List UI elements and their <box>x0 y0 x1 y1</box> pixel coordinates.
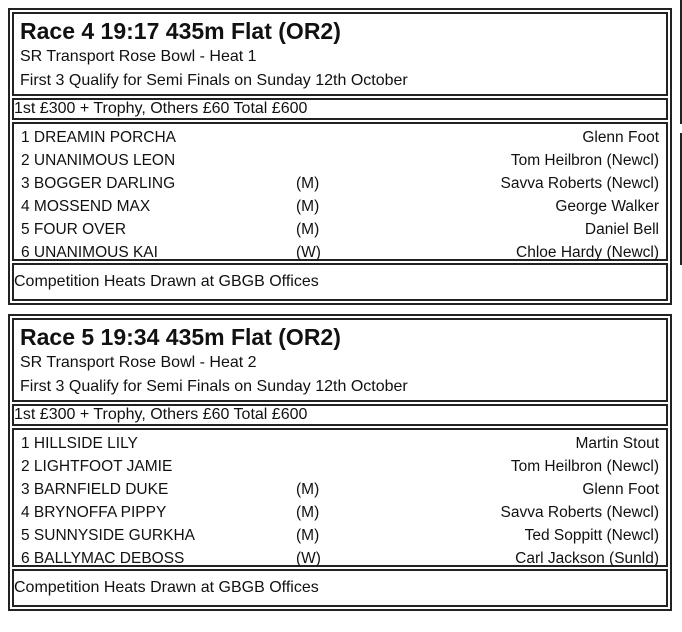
race-header: Race 4 19:17 435m Flat (OR2) SR Transpor… <box>12 12 668 96</box>
runner-tag: (M) <box>296 481 320 498</box>
runner-tag: (M) <box>296 504 320 521</box>
race-card: Race 4 19:17 435m Flat (OR2) SR Transpor… <box>8 8 672 305</box>
race-title: Race 5 19:34 435m Flat (OR2) <box>20 324 341 350</box>
runner-row: 4 MOSSEND MAX (M) George Walker <box>14 195 666 218</box>
runner-name: 5 SUNNYSIDE GURKHA <box>21 527 195 544</box>
runner-name: 6 UNANIMOUS KAI <box>21 244 158 261</box>
race-footer: Competition Heats Drawn at GBGB Offices <box>12 569 668 607</box>
runner-row: 6 UNANIMOUS KAI (W) Chloe Hardy (Newcl) <box>14 241 666 264</box>
runner-trainer: Savva Roberts (Newcl) <box>500 504 660 521</box>
race-prize: 1st £300 + Trophy, Others £60 Total £600 <box>12 404 668 426</box>
runner-name: 2 LIGHTFOOT JAMIE <box>21 458 173 475</box>
runner-trainer: Chloe Hardy (Newcl) <box>516 244 659 261</box>
runner-name: 4 MOSSEND MAX <box>21 198 151 215</box>
race-title: Race 4 19:17 435m Flat (OR2) <box>20 18 341 44</box>
runner-row: 3 BOGGER DARLING (M) Savva Roberts (Newc… <box>14 172 666 195</box>
runner-name: 1 HILLSIDE LILY <box>21 435 138 452</box>
runner-list: 1 DREAMIN PORCHA Glenn Foot 2 UNANIMOUS … <box>12 122 668 261</box>
runner-trainer: Martin Stout <box>575 435 659 452</box>
runner-list: 1 HILLSIDE LILY Martin Stout 2 LIGHTFOOT… <box>12 428 668 567</box>
runner-row: 1 DREAMIN PORCHA Glenn Foot <box>14 126 666 149</box>
race-prize: 1st £300 + Trophy, Others £60 Total £600 <box>12 98 668 120</box>
race-subtitle: SR Transport Rose Bowl - Heat 2 <box>20 354 257 371</box>
runner-row: 5 SUNNYSIDE GURKHA (M) Ted Soppitt (Newc… <box>14 524 666 547</box>
runner-trainer: Glenn Foot <box>582 129 659 146</box>
runner-row: 5 FOUR OVER (M) Daniel Bell <box>14 218 666 241</box>
runner-tag: (M) <box>296 221 320 238</box>
runner-trainer: Tom Heilbron (Newcl) <box>510 458 659 475</box>
runner-tag: (M) <box>296 175 320 192</box>
race-subtitle: SR Transport Rose Bowl - Heat 1 <box>20 48 257 65</box>
runner-tag: (W) <box>296 244 321 261</box>
adjacent-race-box-edge <box>680 133 682 265</box>
runner-trainer: Tom Heilbron (Newcl) <box>510 152 659 169</box>
race-footer: Competition Heats Drawn at GBGB Offices <box>12 263 668 301</box>
runner-tag: (M) <box>296 198 320 215</box>
runner-name: 6 BALLYMAC DEBOSS <box>21 550 185 567</box>
runner-row: 1 HILLSIDE LILY Martin Stout <box>14 432 666 455</box>
race-note: First 3 Qualify for Semi Finals on Sunda… <box>20 378 408 395</box>
runner-row: 4 BRYNOFFA PIPPY (M) Savva Roberts (Newc… <box>14 501 666 524</box>
runner-trainer: Ted Soppitt (Newcl) <box>524 527 659 544</box>
runner-name: 3 BARNFIELD DUKE <box>21 481 169 498</box>
runner-name: 4 BRYNOFFA PIPPY <box>21 504 167 521</box>
runner-row: 6 BALLYMAC DEBOSS (W) Carl Jackson (Sunl… <box>14 547 666 570</box>
runner-tag: (W) <box>296 550 321 567</box>
runner-trainer: Savva Roberts (Newcl) <box>500 175 660 192</box>
runner-trainer: Daniel Bell <box>584 221 659 238</box>
runner-name: 2 UNANIMOUS LEON <box>21 152 176 169</box>
adjacent-race-box-edge <box>680 0 682 124</box>
runner-name: 1 DREAMIN PORCHA <box>21 129 177 146</box>
runner-row: 2 UNANIMOUS LEON Tom Heilbron (Newcl) <box>14 149 666 172</box>
race-header: Race 5 19:34 435m Flat (OR2) SR Transpor… <box>12 318 668 402</box>
runner-trainer: George Walker <box>555 198 659 215</box>
runner-trainer: Glenn Foot <box>582 481 659 498</box>
race-note: First 3 Qualify for Semi Finals on Sunda… <box>20 72 408 89</box>
runner-row: 3 BARNFIELD DUKE (M) Glenn Foot <box>14 478 666 501</box>
runner-tag: (M) <box>296 527 320 544</box>
runner-row: 2 LIGHTFOOT JAMIE Tom Heilbron (Newcl) <box>14 455 666 478</box>
runner-name: 5 FOUR OVER <box>21 221 127 238</box>
race-card: Race 5 19:34 435m Flat (OR2) SR Transpor… <box>8 314 672 611</box>
runner-trainer: Carl Jackson (Sunld) <box>515 550 659 567</box>
runner-name: 3 BOGGER DARLING <box>21 175 176 192</box>
